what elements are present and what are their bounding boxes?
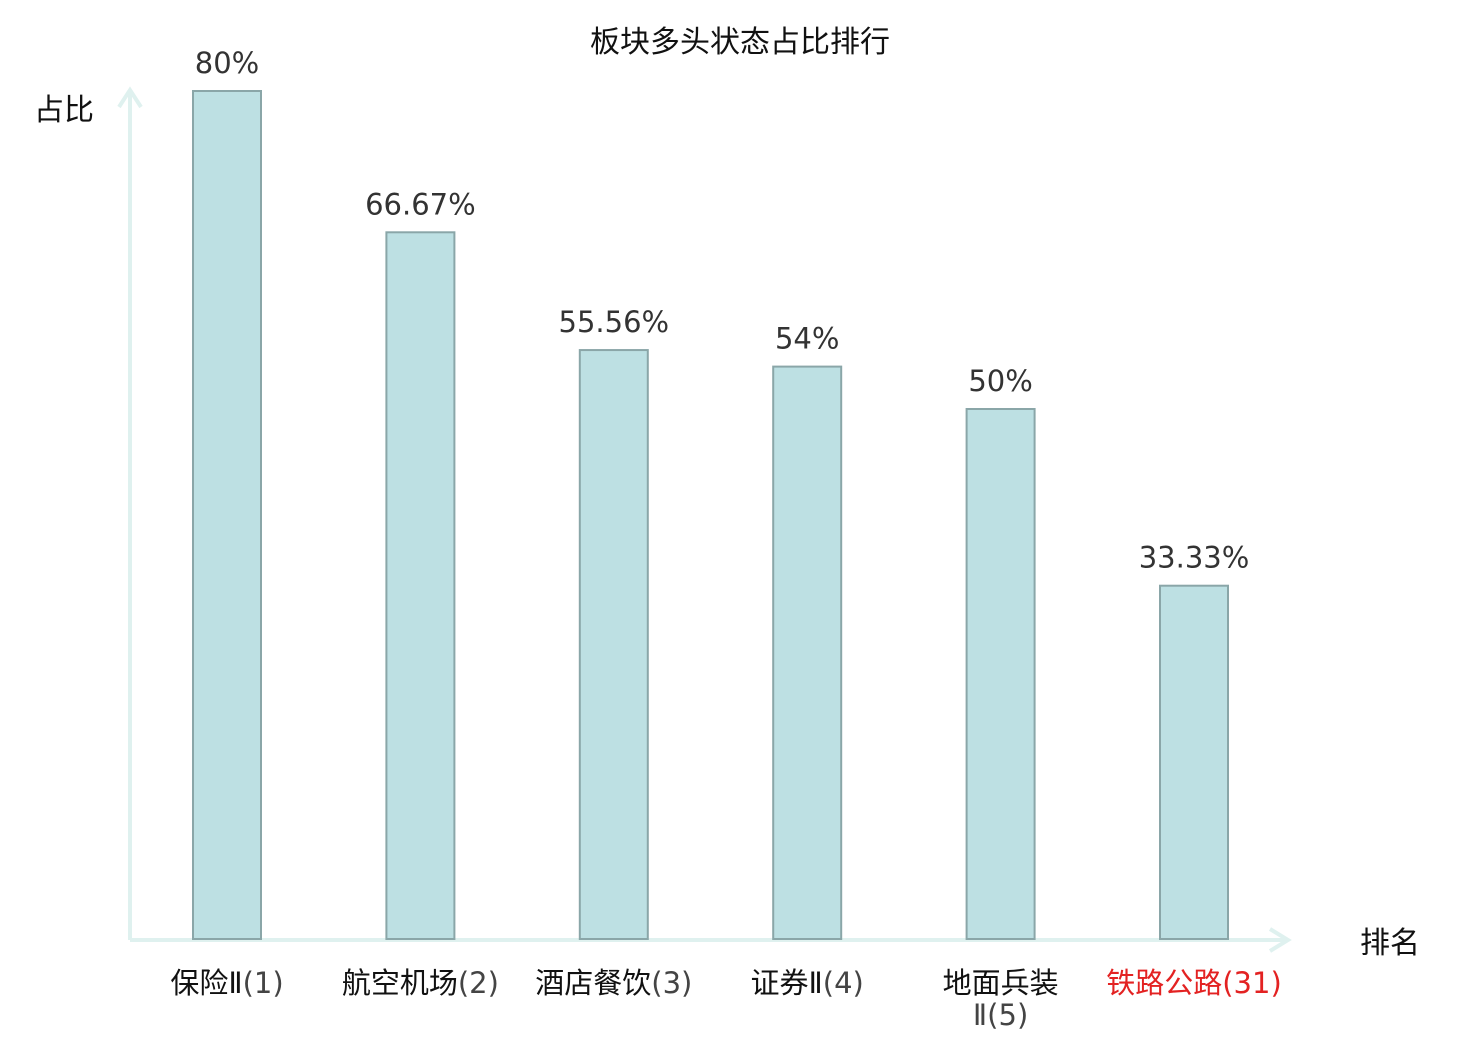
bar-6 xyxy=(1159,584,1229,941)
bar-4 xyxy=(772,365,843,941)
category-labels-group: 保险Ⅱ(1) 航空机场(2) 酒店餐饮(3) 证券Ⅱ(4) 地面兵装 Ⅱ(5) 铁路公路(3… xyxy=(170,966,1281,1032)
bar-5 xyxy=(965,408,1036,940)
value-label-2: 66.67% xyxy=(365,187,476,221)
category-label-3: 酒店餐饮(3) xyxy=(535,966,692,1000)
value-label-6: 33.33% xyxy=(1139,541,1250,575)
y-axis-label: 占比 xyxy=(34,93,94,128)
chart-title: 板块多头状态占比排行 xyxy=(590,25,890,60)
x-axis-label: 排名 xyxy=(1360,926,1420,961)
value-label-5: 50% xyxy=(968,364,1032,398)
value-labels-group: 80% 66.67% 55.56% 54% 50% 33.33% xyxy=(195,46,1250,575)
value-label-3: 55.56% xyxy=(559,305,670,339)
bar-3 xyxy=(578,349,649,940)
x-axis xyxy=(130,927,1292,953)
category-label-2: 航空机场(2) xyxy=(342,966,499,1000)
bar-1 xyxy=(192,90,262,940)
value-label-4: 54% xyxy=(775,322,839,356)
y-axis xyxy=(117,86,143,940)
bars-group xyxy=(192,90,1229,941)
category-label-6: 铁路公路(31) xyxy=(1106,966,1282,1000)
value-label-1: 80% xyxy=(195,46,259,80)
category-label-5: 地面兵装 Ⅱ(5) xyxy=(943,966,1059,1032)
bar-2 xyxy=(385,231,456,941)
category-label-4: 证券Ⅱ(4) xyxy=(751,966,864,1000)
category-label-1: 保险Ⅱ(1) xyxy=(170,966,283,1000)
